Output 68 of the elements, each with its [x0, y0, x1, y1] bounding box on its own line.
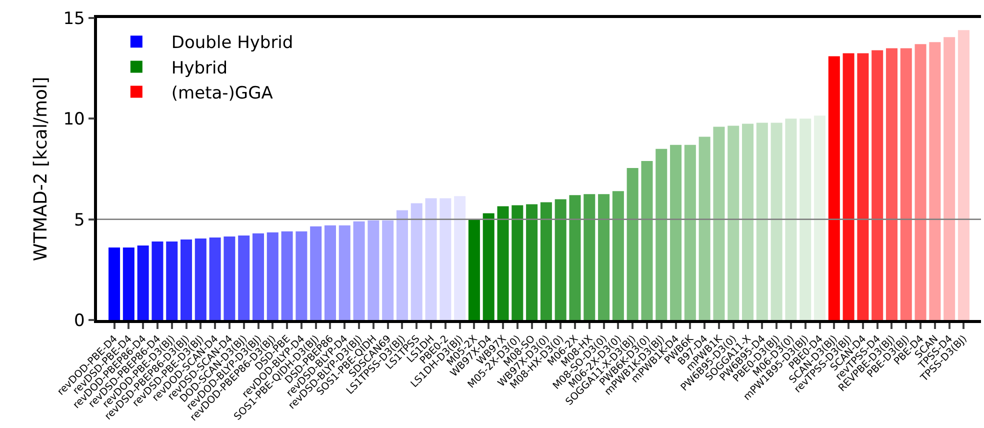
bar — [108, 248, 120, 320]
bar — [266, 232, 278, 320]
y-tick-label: 15 — [63, 8, 85, 29]
bar — [857, 53, 869, 320]
bar — [396, 210, 408, 320]
bar — [770, 122, 782, 320]
bar — [137, 246, 149, 320]
bar — [281, 231, 293, 320]
bar — [338, 225, 350, 320]
bar — [440, 198, 452, 320]
bar — [800, 118, 812, 320]
bar — [180, 239, 192, 320]
bar — [353, 221, 365, 320]
bar — [166, 241, 178, 320]
bar — [785, 118, 797, 320]
bar — [756, 122, 768, 320]
bar — [612, 191, 624, 320]
bar — [728, 126, 740, 320]
bar — [872, 50, 884, 320]
bar — [425, 198, 437, 320]
bar — [296, 231, 308, 320]
bar — [497, 206, 509, 320]
bar — [324, 225, 336, 320]
bar — [526, 204, 538, 320]
bar — [584, 194, 596, 320]
y-tick-label: 10 — [63, 110, 85, 130]
bar — [886, 48, 898, 320]
bar — [713, 126, 725, 320]
bar — [670, 144, 682, 320]
bar — [512, 205, 524, 320]
bar — [482, 213, 494, 320]
bar — [698, 136, 710, 320]
bar — [742, 124, 754, 320]
bar — [656, 148, 668, 320]
bar — [152, 241, 164, 320]
bar — [454, 196, 466, 320]
bar — [252, 233, 264, 320]
bar — [900, 48, 912, 320]
bar — [914, 44, 926, 320]
bar — [468, 219, 480, 320]
bar — [382, 220, 394, 320]
bar — [814, 116, 826, 320]
bar — [209, 237, 221, 320]
legend-label: Hybrid — [171, 58, 228, 78]
bar — [944, 37, 956, 320]
bar — [224, 236, 236, 320]
y-tick-label: 0 — [74, 310, 85, 331]
bar — [569, 195, 581, 320]
bar — [554, 199, 566, 320]
bar — [310, 226, 322, 320]
bar — [641, 160, 653, 320]
bar — [828, 56, 840, 320]
bar — [958, 30, 970, 320]
legend-label: (meta-)GGA — [171, 83, 274, 104]
y-tick-label: 5 — [74, 210, 85, 230]
bar — [368, 220, 380, 320]
bar — [929, 42, 941, 320]
bar — [684, 144, 696, 320]
bar — [540, 202, 552, 320]
bar — [598, 194, 610, 320]
bar — [194, 238, 206, 320]
y-axis-title: WTMAD-2 [kcal/mol] — [30, 76, 52, 262]
legend-label: Double Hybrid — [171, 33, 294, 54]
bar — [626, 168, 638, 320]
bar — [410, 203, 422, 320]
bar — [122, 248, 134, 320]
bar — [238, 235, 250, 320]
bar — [842, 53, 854, 320]
